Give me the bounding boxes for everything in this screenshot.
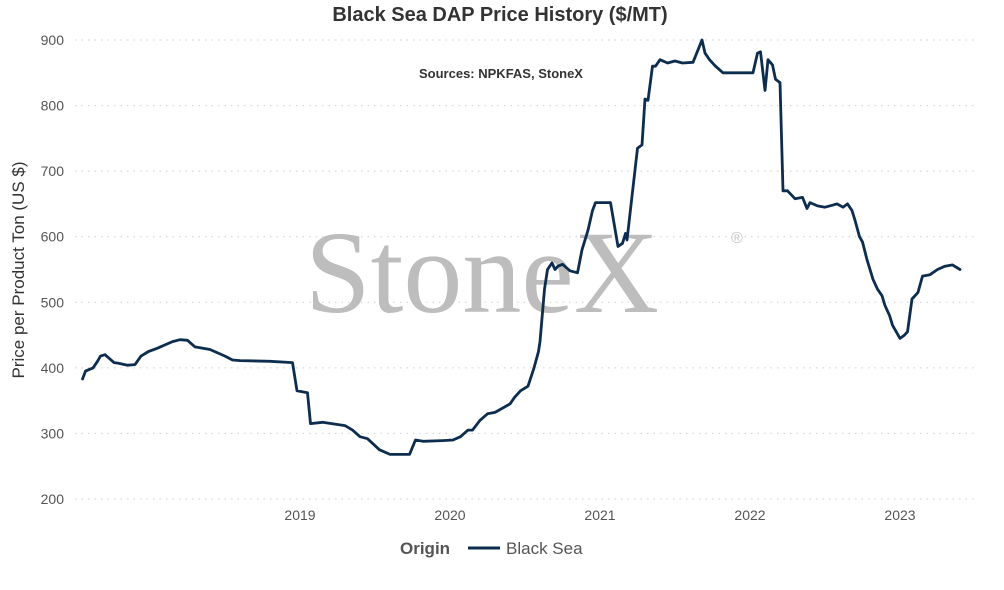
y-tick-label-800: 800 bbox=[41, 98, 65, 114]
legend-title: Origin bbox=[400, 539, 450, 558]
x-tick-label-2019: 2019 bbox=[284, 507, 315, 523]
y-tick-label-700: 700 bbox=[41, 163, 65, 179]
legend[interactable]: Origin Black Sea bbox=[400, 539, 583, 558]
y-tick-label-400: 400 bbox=[41, 360, 65, 376]
chart-title: Black Sea DAP Price History ($/MT) bbox=[332, 4, 667, 26]
x-tick-label-2021: 2021 bbox=[584, 507, 615, 523]
series-line-black-sea[interactable] bbox=[81, 38, 962, 456]
legend-item-black-sea[interactable]: Black Sea bbox=[506, 539, 583, 558]
gridlines bbox=[75, 39, 975, 500]
x-tick-label-2023: 2023 bbox=[884, 507, 915, 523]
y-tick-label-200: 200 bbox=[41, 491, 65, 507]
x-tick-label-2022: 2022 bbox=[734, 507, 765, 523]
y-axis-label: Price per Product Ton (US $) bbox=[9, 162, 28, 379]
y-tick-label-900: 900 bbox=[41, 32, 65, 48]
y-axis-tick-labels: 200 300 400 500 600 700 800 900 bbox=[41, 32, 65, 507]
y-tick-label-500: 500 bbox=[41, 294, 65, 310]
x-axis-tick-labels: 2019 2020 2021 2022 2023 bbox=[284, 507, 915, 523]
series-group bbox=[81, 38, 962, 456]
registered-mark: ® bbox=[731, 230, 743, 247]
y-tick-label-600: 600 bbox=[41, 229, 65, 245]
chart-subtitle: Sources: NPKFAS, StoneX bbox=[419, 66, 583, 81]
x-tick-label-2020: 2020 bbox=[434, 507, 465, 523]
watermark-logo: StoneX bbox=[305, 207, 659, 338]
y-tick-label-300: 300 bbox=[41, 425, 65, 441]
